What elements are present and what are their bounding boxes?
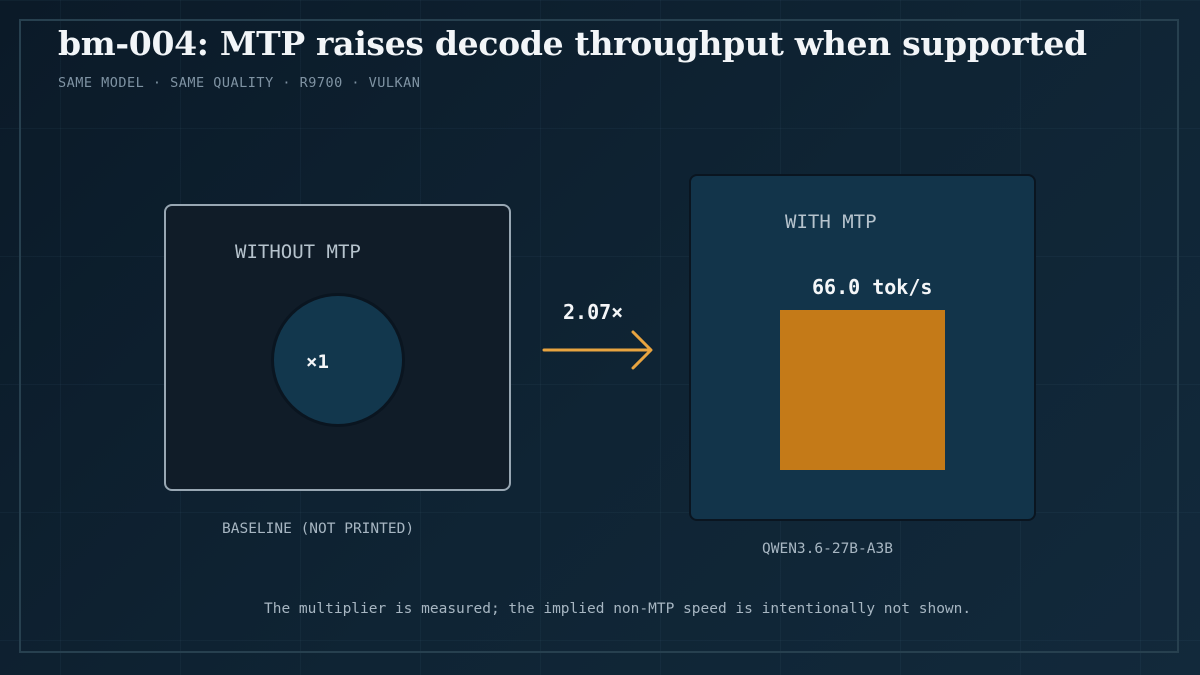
page-subtitle: SAME MODEL · SAME QUALITY · R9700 · VULK… (58, 75, 421, 91)
page-title: bm-004: MTP raises decode throughput whe… (58, 24, 1087, 63)
model-caption: QWEN3.6-27B-A3B (762, 541, 893, 557)
without-mtp-label: WITHOUT MTP (235, 241, 361, 263)
with-mtp-label: WITH MTP (785, 211, 877, 233)
arrow-right-icon (542, 330, 653, 370)
baseline-multiplier: ×1 (306, 351, 329, 373)
throughput-block (780, 310, 945, 470)
footnote: The multiplier is measured; the implied … (264, 601, 972, 617)
baseline-caption: BASELINE (NOT PRINTED) (222, 521, 415, 537)
arrow-shape (542, 330, 653, 370)
speedup-multiplier: 2.07× (563, 300, 624, 324)
outer-frame (19, 19, 1179, 653)
baseline-circle (271, 293, 405, 427)
throughput-value: 66.0 tok/s (812, 275, 933, 299)
